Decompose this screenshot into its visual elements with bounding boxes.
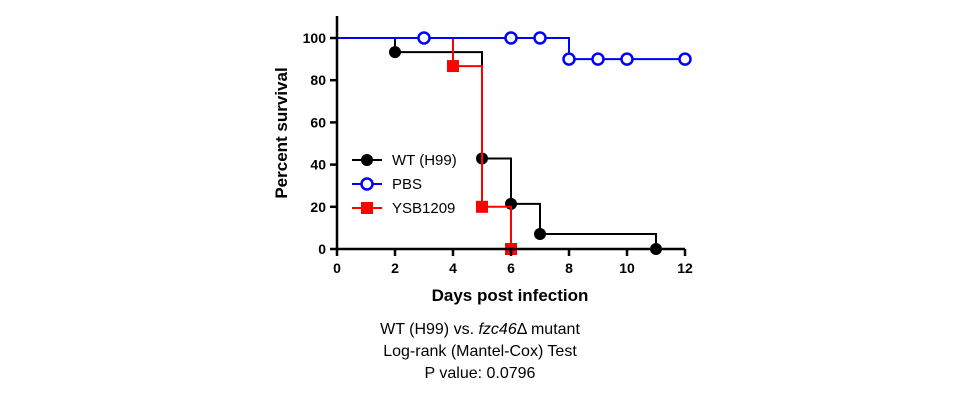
legend-entry: WT (H99) (352, 152, 457, 169)
y-tick-label: 100 (303, 30, 327, 46)
series-2 (337, 37, 517, 255)
data-point (504, 31, 518, 45)
data-point (534, 228, 546, 241)
caption-line-1-suffix: Δ mutant (516, 321, 580, 338)
x-tick-label: 6 (507, 260, 515, 276)
data-point (389, 46, 401, 59)
y-tick-label: 60 (310, 114, 326, 130)
legend-entry: PBS (352, 176, 422, 193)
data-point (447, 60, 459, 73)
legend-label: WT (H99) (392, 152, 457, 169)
caption-line-1-prefix: WT (H99) vs. (380, 321, 479, 338)
x-tick-label: 8 (565, 260, 573, 276)
y-tick-label: 20 (310, 199, 326, 215)
data-point (678, 52, 692, 66)
data-point (620, 52, 634, 66)
series-0 (337, 37, 662, 255)
x-tick-label: 10 (619, 260, 635, 276)
caption: WT (H99) vs. fzc46Δ mutant Log-rank (Man… (0, 319, 960, 385)
series-line (337, 37, 512, 249)
x-tick-label: 0 (333, 260, 341, 276)
series-line (337, 37, 685, 61)
data-point (562, 52, 576, 66)
series-layer (337, 31, 692, 255)
caption-gene-name: fzc46 (478, 321, 517, 338)
data-point (591, 52, 605, 66)
caption-line-2: Log-rank (Mantel-Cox) Test (383, 343, 577, 360)
y-axis-title: Percent survival (272, 67, 291, 198)
legend-marker (361, 154, 373, 166)
series-1 (337, 31, 692, 66)
axes-layer: 0 20 40 60 80 100 0 2 4 6 8 10 12 (303, 16, 693, 276)
data-point (476, 200, 488, 213)
x-tick-label: 4 (449, 260, 457, 276)
legend-entry: YSB1209 (352, 200, 455, 217)
legend: WT (H99) PBS YSB1209 (352, 152, 457, 217)
series-line (337, 37, 657, 249)
x-tick-label: 2 (391, 260, 399, 276)
data-point (533, 31, 547, 45)
x-axis-title: Days post infection (432, 286, 589, 305)
y-tick-label: 80 (310, 72, 326, 88)
caption-line-1: WT (H99) vs. fzc46Δ mutant (0, 319, 960, 341)
y-tick-label: 0 (318, 241, 326, 257)
x-tick-label: 12 (677, 260, 693, 276)
y-tick-label: 40 (310, 157, 326, 173)
survival-chart: 0 20 40 60 80 100 0 2 4 6 8 10 12 WT (H99) PBS YSB1209… (272, 16, 693, 305)
caption-line-3: P value: 0.0796 (424, 365, 536, 382)
legend-label: YSB1209 (392, 200, 455, 217)
legend-label: PBS (392, 176, 422, 193)
data-point (417, 31, 431, 45)
legend-marker (360, 177, 374, 191)
legend-marker (361, 202, 373, 214)
